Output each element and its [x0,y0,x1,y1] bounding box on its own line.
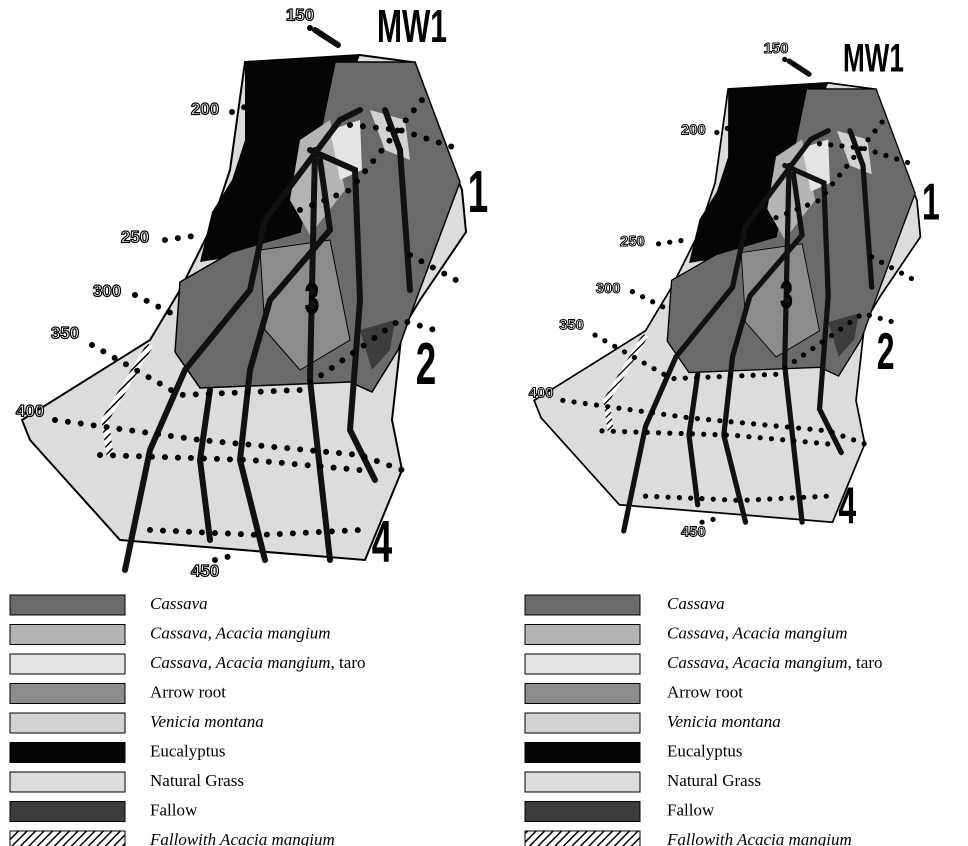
legend-label: Cassava, Acacia mangium [150,623,331,642]
contour-label: 150 [286,5,314,24]
legend-label-part: Fallow [667,800,715,819]
contour-label: 450 [191,561,219,580]
legend-label: Fallowith Acacia mangium [149,830,335,846]
legend-label-part: , taro [848,653,883,672]
legend-label: Venicia montana [667,712,781,731]
legend-swatch [10,684,125,704]
contour-label: 250 [620,234,645,250]
legend-label-part: Arrow root [667,682,743,701]
legend-label-part: , taro [331,653,366,672]
legend-label-part: Eucalyptus [667,741,743,760]
legend-label-part: Cassava, Acacia mangium [667,623,848,642]
legend-label: Fallow [667,800,715,819]
site-label: 3 [780,273,793,316]
legend-label: Cassava, Acacia mangium, taro [150,653,365,672]
legend-label: Cassava, Acacia mangium, taro [667,653,882,672]
legend-label-part: Cassava [150,594,208,613]
contour-label: 350 [51,323,79,342]
legend-label-part: Fallowith Acacia mangium [149,830,335,846]
site-label: 4 [838,478,856,536]
legend-swatch [10,654,125,674]
well-label: MW1 [377,2,447,53]
legend-label-part: Cassava [667,594,725,613]
contour-label: 400 [529,385,554,401]
legend-swatch [10,772,125,792]
legend-swatch [525,713,640,733]
legend-label-part: Fallowith Acacia mangium [666,830,852,846]
legend-label: Eucalyptus [667,741,743,760]
legend-swatch [525,625,640,645]
legend-label-part: Venicia montana [667,712,781,731]
legend-label: Venicia montana [150,712,264,731]
contour-label: 300 [93,281,121,300]
legend-label: Natural Grass [667,771,761,790]
legend-label-part: Cassava, Acacia mangium [150,653,331,672]
legend-swatch [525,684,640,704]
well-label: MW1 [843,36,904,81]
legend-label-part: Natural Grass [150,771,244,790]
legend-swatch [525,831,640,846]
site-label: 4 [372,508,393,575]
legend-label: Fallowith Acacia mangium [666,830,852,846]
contour-label: 250 [121,227,149,246]
legend-swatch [525,802,640,822]
legend-label: Cassava [150,594,208,613]
site-label: 1 [468,158,488,225]
legend-swatch [525,595,640,615]
legend-swatch [10,802,125,822]
legend-label: Arrow root [150,682,226,701]
legend-swatch [525,743,640,763]
contour-label: 200 [191,99,219,118]
legend-label-part: Cassava, Acacia mangium [667,653,848,672]
contour-label: 200 [681,123,706,139]
legend-swatch [10,743,125,763]
figure: 150 200 250 300 350 400 450 MW1 1 2 3 4 Cassava Cassa… [0,0,968,846]
site-label: 1 [922,173,940,231]
contour-label: 350 [559,317,584,333]
contour-label: 300 [596,281,621,297]
site-label: 2 [877,323,895,381]
land-use-map [534,59,920,531]
legend-swatch [10,625,125,645]
legend-label: Eucalyptus [150,741,226,760]
legend-label-part: Cassava, Acacia mangium [150,623,331,642]
legend-label: Natural Grass [150,771,244,790]
legend-label: Arrow root [667,682,743,701]
site-label: 3 [304,274,319,323]
legend-swatch [10,595,125,615]
contour-label: 450 [681,525,706,541]
legend-label: Cassava [667,594,725,613]
legend-label: Fallow [150,800,198,819]
legend-swatch [525,772,640,792]
legend-label-part: Fallow [150,800,198,819]
legend-swatch [10,831,125,846]
map-figure: 150 200 250 300 350 400 450 MW1 1 2 3 4 Cassava Cassa… [0,0,968,846]
legend-swatch [10,713,125,733]
legend-label: Cassava, Acacia mangium [667,623,848,642]
legend-label-part: Natural Grass [667,771,761,790]
contour-label: 150 [764,41,789,57]
legend-label-part: Arrow root [150,682,226,701]
site-label: 2 [416,330,436,397]
contour-label: 400 [16,401,44,420]
legend-label-part: Venicia montana [150,712,264,731]
legend-swatch [525,654,640,674]
legend-label-part: Eucalyptus [150,741,226,760]
land-use-map [22,28,466,570]
